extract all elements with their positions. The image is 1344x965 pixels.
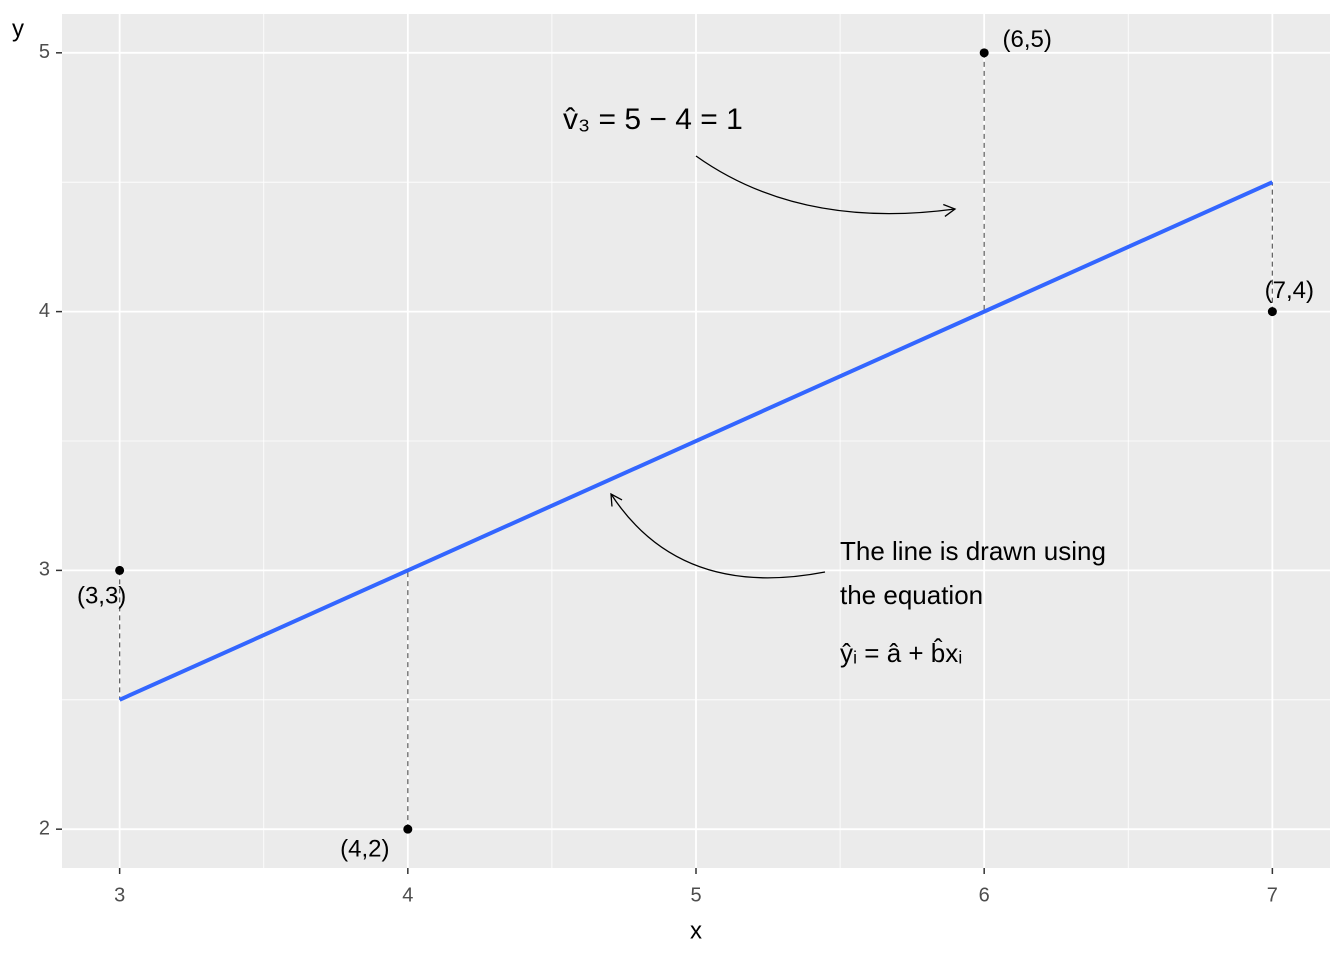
annotation: ŷᵢ = â + b̂xᵢ (840, 638, 962, 668)
point-label: (3,3) (77, 583, 126, 610)
annotation: The line is drawn using (840, 536, 1106, 566)
x-tick-label: 3 (114, 884, 125, 906)
x-tick-label: 4 (402, 884, 413, 906)
point-label: (7,4) (1265, 277, 1314, 304)
annotation: v̂₃ = 5 − 4 = 1 (563, 103, 743, 136)
x-tick-label: 5 (690, 884, 701, 906)
arrow (610, 492, 826, 579)
x-tick-label: 6 (979, 884, 990, 906)
y-tick-label: 3 (39, 559, 50, 581)
point (115, 565, 125, 575)
x-tick-label: 7 (1267, 884, 1278, 906)
regression-line (118, 180, 1274, 702)
point-label: (4,2) (340, 836, 389, 863)
point-label: (6,5) (1003, 26, 1052, 53)
y-tick-label: 2 (39, 817, 50, 839)
point (1267, 307, 1277, 317)
point (403, 824, 413, 834)
arrow (695, 155, 957, 217)
x-axis-title: x (690, 917, 702, 944)
point (979, 48, 989, 58)
y-tick-label: 4 (39, 300, 50, 322)
y-tick-label: 5 (39, 41, 50, 63)
annotation: the equation (840, 580, 983, 610)
y-axis-title: y (12, 15, 24, 42)
